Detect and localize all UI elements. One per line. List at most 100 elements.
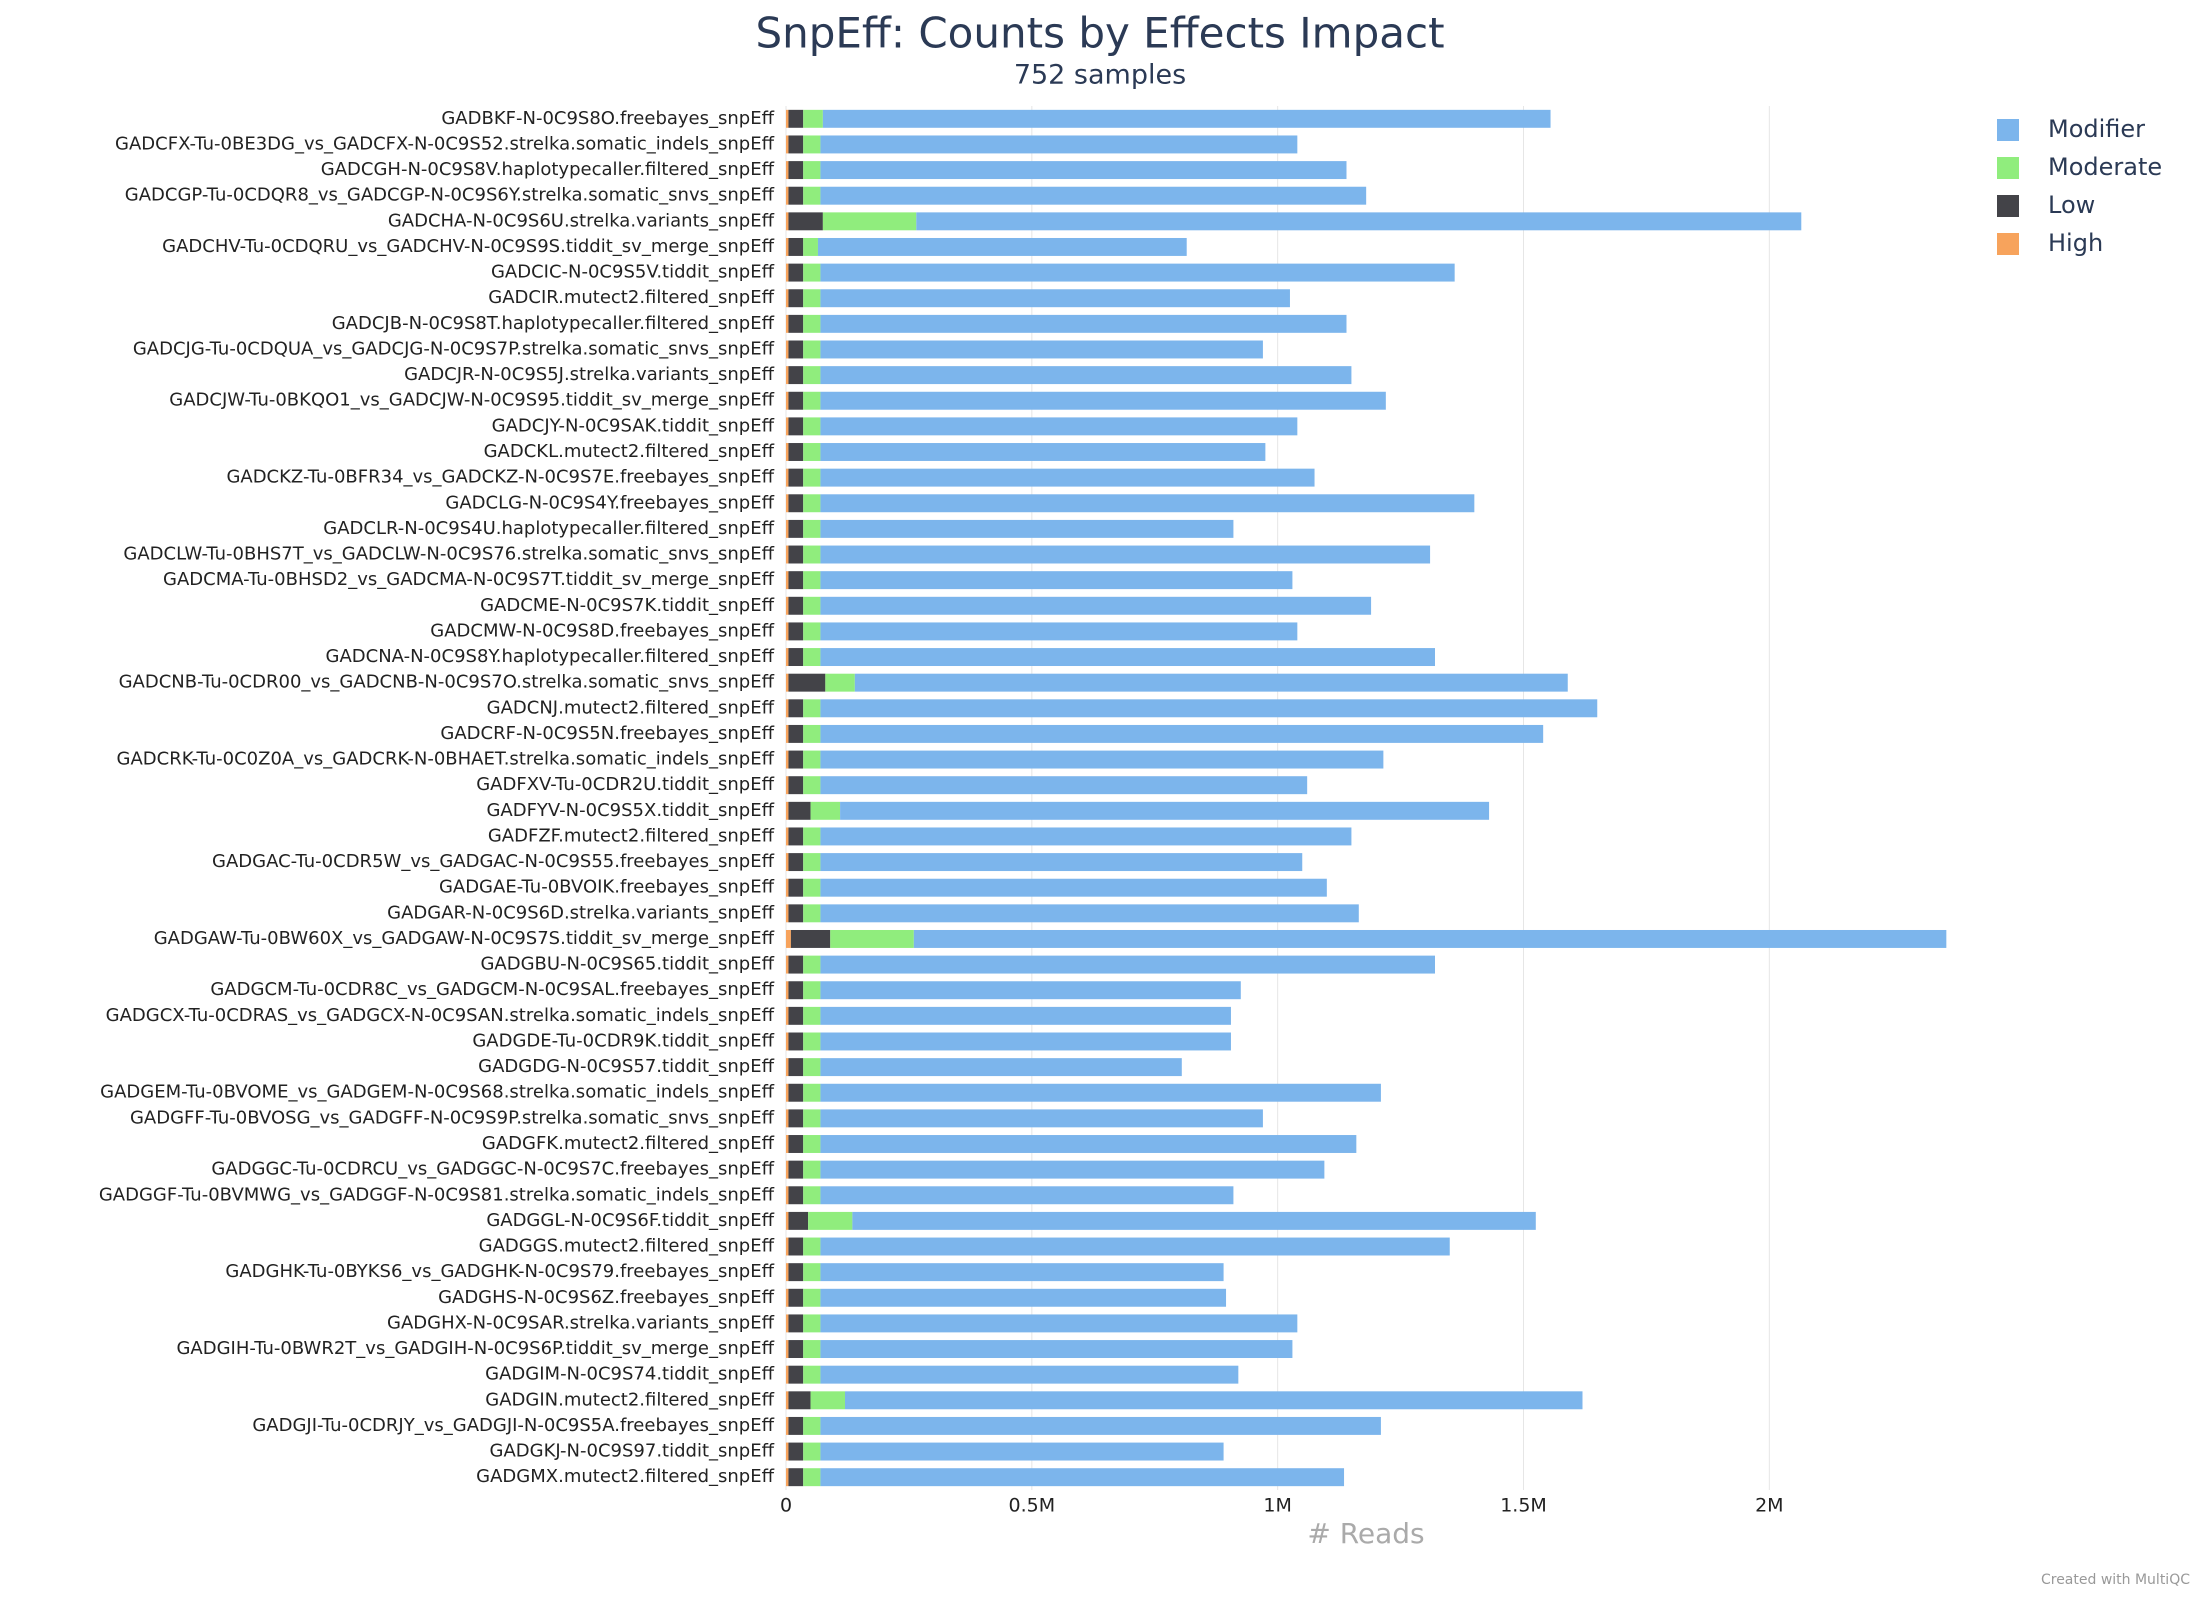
bar-segment <box>820 1416 1381 1435</box>
bar-segment <box>820 314 1347 333</box>
bar-segment <box>788 724 804 743</box>
bar-segment <box>788 801 811 820</box>
bar-segment <box>820 468 1315 487</box>
y-tick-label: GADGJI-Tu-0CDRJY_vs_GADGJI-N-0C9S5A.free… <box>252 1415 774 1436</box>
bar-segment <box>786 314 789 333</box>
bar-segment <box>788 673 826 692</box>
bar-segment <box>820 1032 1231 1051</box>
bar-segment <box>820 827 1352 846</box>
bar-segment <box>788 1006 804 1025</box>
bar-segment <box>786 648 789 667</box>
bar-segment <box>786 827 789 846</box>
y-tick-label: GADGDE-Tu-0CDR9K.tiddit_snpEff <box>472 1030 774 1051</box>
y-tick-label: GADGGS.mutect2.filtered_snpEff <box>479 1236 775 1257</box>
bar-segment <box>820 1468 1345 1487</box>
bar-segment <box>820 135 1298 154</box>
bar-segment <box>820 1314 1298 1333</box>
bar-segment <box>786 1314 789 1333</box>
bar-segment <box>817 237 1187 256</box>
bar-segment <box>786 1109 789 1128</box>
bar-segment <box>786 1058 789 1077</box>
bar-segment <box>788 699 804 718</box>
y-tick-label: GADCIR.mutect2.filtered_snpEff <box>488 287 774 308</box>
bar-segment <box>786 1442 789 1461</box>
bar-segment <box>788 648 804 667</box>
y-tick-label: GADGCM-Tu-0CDR8C_vs_GADGCM-N-0C9SAL.free… <box>210 979 774 1000</box>
bar-segment <box>786 1263 789 1282</box>
bar-segment <box>786 878 789 897</box>
bar-segment <box>786 981 789 1000</box>
bar-segment <box>810 801 841 820</box>
bar-segment <box>788 955 804 974</box>
bar-segment <box>820 904 1359 923</box>
bar-segment <box>820 1083 1381 1102</box>
y-tick-label: GADCLW-Tu-0BHS7T_vs_GADCLW-N-0C9S76.stre… <box>123 544 774 565</box>
y-tick-label: GADCHV-Tu-0CDQRU_vs_GADCHV-N-0C9S9S.tidd… <box>162 236 774 257</box>
bar-segment <box>810 1391 845 1410</box>
bar-segment <box>786 1032 789 1051</box>
y-tick-label: GADGMX.mutect2.filtered_snpEff <box>476 1466 774 1487</box>
bar-segment <box>788 1211 809 1230</box>
y-tick-label: GADGDG-N-0C9S57.tiddit_snpEff <box>478 1056 774 1077</box>
bar-segment <box>786 622 789 641</box>
bar-segment <box>788 1365 804 1384</box>
bar-segment <box>786 955 789 974</box>
bar-segment <box>820 622 1298 641</box>
bar-segment <box>788 135 804 154</box>
chart-subtitle: 752 samples <box>1014 60 1186 91</box>
x-axis-label: # Reads <box>1307 1517 1424 1550</box>
bar-segment <box>786 468 789 487</box>
bar-segment <box>820 750 1384 769</box>
bar-segment <box>803 1468 821 1487</box>
y-tick-label: GADCGP-Tu-0CDQR8_vs_GADCGP-N-0C9S6Y.stre… <box>125 185 775 206</box>
y-tick-label: GADCJR-N-0C9S5J.strelka.variants_snpEff <box>404 364 775 385</box>
y-tick-label: GADCNA-N-0C9S8Y.haplotypecaller.filtered… <box>326 646 775 667</box>
bar-segment <box>803 237 818 256</box>
chart-title: SnpEff: Counts by Effects Impact <box>755 9 1444 58</box>
bar-segment <box>803 417 821 436</box>
bar-segment <box>788 391 804 410</box>
y-tick-label: GADCGH-N-0C9S8V.haplotypecaller.filtered… <box>321 159 775 180</box>
bar-segment <box>820 878 1327 897</box>
y-tick-label: GADGAR-N-0C9S6D.strelka.variants_snpEff <box>387 902 774 923</box>
bar-segment <box>803 340 821 359</box>
legend-swatch <box>1997 195 2019 217</box>
y-tick-label: GADGAW-Tu-0BW60X_vs_GADGAW-N-0C9S7S.tidd… <box>154 928 775 949</box>
bar-segment <box>786 1237 789 1256</box>
y-tick-label: GADGKJ-N-0C9S97.tiddit_snpEff <box>490 1441 775 1462</box>
bar-segment <box>820 494 1475 513</box>
bar-segment <box>820 263 1455 282</box>
bar-segment <box>786 1211 789 1230</box>
bar-segment <box>788 109 804 128</box>
legend-swatch <box>1997 157 2019 179</box>
bar-segment <box>788 1237 804 1256</box>
bar-segment <box>786 417 789 436</box>
y-tick-label: GADCLR-N-0C9S4U.haplotypecaller.filtered… <box>323 518 774 539</box>
bar-segment <box>786 1186 789 1205</box>
y-tick-label: GADFYV-N-0C9S5X.tiddit_snpEff <box>486 800 774 821</box>
bar-segment <box>788 1083 804 1102</box>
bar-segment <box>788 494 804 513</box>
bar-segment <box>788 776 804 795</box>
bar-segment <box>788 853 804 872</box>
y-tick-label: GADCRK-Tu-0C0Z0A_vs_GADCRK-N-0BHAET.stre… <box>117 749 775 770</box>
bar-segment <box>788 1468 804 1487</box>
y-tick-label: GADCRF-N-0C9S5N.freebayes_snpEff <box>440 723 774 744</box>
bar-segment <box>803 186 821 205</box>
y-tick-label: GADCJW-Tu-0BKQO1_vs_GADCJW-N-0C9S95.tidd… <box>169 390 774 411</box>
bar-segment <box>786 494 789 513</box>
x-tick-label: 1M <box>1263 1495 1291 1517</box>
bar-segment <box>786 1135 789 1153</box>
y-tick-label: GADCIC-N-0C9S5V.tiddit_snpEff <box>491 262 775 283</box>
legend-label: Modifier <box>2048 115 2145 143</box>
bar-segment <box>820 391 1386 410</box>
bar-segment <box>788 263 804 282</box>
bar-segment <box>913 929 1947 948</box>
bar-segment <box>803 1083 821 1102</box>
bar-segment <box>788 443 804 461</box>
bar-segment <box>788 161 804 180</box>
bar-segment <box>825 673 855 692</box>
bar-segment <box>788 1416 804 1435</box>
bar-segment <box>786 929 791 948</box>
bar-segment <box>820 1442 1224 1461</box>
